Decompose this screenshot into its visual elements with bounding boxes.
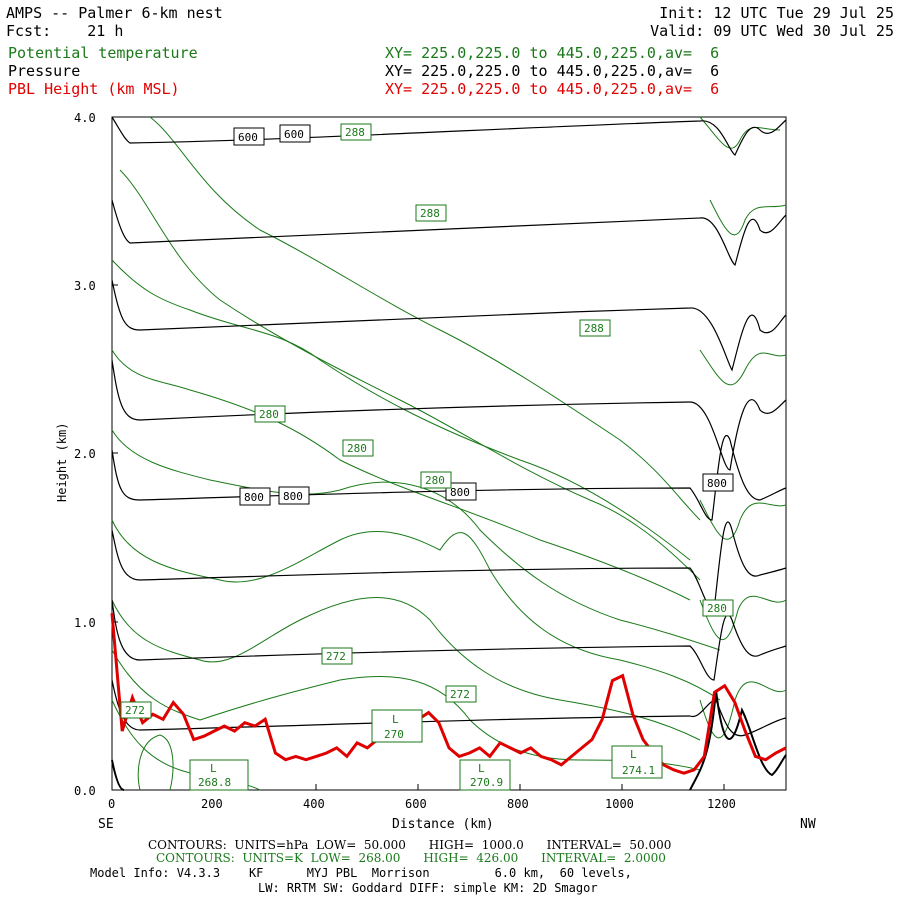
y-tick-label: 3.0	[74, 279, 96, 293]
low-center-value: 268.8	[198, 776, 231, 789]
x-axis-label: Distance (km)	[392, 817, 494, 832]
valid-time: Valid: 09 UTC Wed 30 Jul 25	[650, 22, 894, 40]
contour-label-280: 280	[425, 474, 445, 487]
contour-label-272: 272	[326, 650, 346, 663]
pbl-height-line	[110, 613, 787, 775]
contour-label-280: 280	[707, 602, 727, 615]
x-tick-label: 0	[108, 797, 115, 811]
x-tick-label: 200	[201, 797, 223, 811]
contour-label-800: 800	[707, 477, 727, 490]
y-tick-label: 0.0	[74, 784, 96, 798]
x-tick-label: 1000	[605, 797, 634, 811]
legend-pressure-name: Pressure	[8, 62, 81, 80]
x-tick-label: 1200	[707, 797, 736, 811]
low-center-label: L	[392, 713, 399, 726]
theta-contour-info: CONTOURS: UNITS=K LOW= 268.00 HIGH= 426.…	[156, 851, 666, 865]
y-tick-label: 1.0	[74, 616, 96, 630]
pressure-contours	[111, 116, 787, 791]
pressure-labels: 600 600 800 800 800 800	[233, 124, 734, 506]
legend-theta-xy: XY= 225.0,225.0 to 445.0,225.0,av= 6	[385, 44, 720, 62]
low-center-label: L	[478, 762, 485, 775]
low-center-value: 270	[384, 728, 404, 741]
legend-pbl-xy: XY= 225.0,225.0 to 445.0,225.0,av= 6	[385, 80, 720, 98]
se-end-label: SE	[98, 817, 114, 832]
contour-label-288: 288	[420, 207, 440, 220]
contour-label-272: 272	[125, 704, 145, 717]
legend-pressure-xy: XY= 225.0,225.0 to 445.0,225.0,av= 6	[385, 62, 720, 80]
x-tick-label: 400	[303, 797, 325, 811]
y-tick-label: 4.0	[74, 111, 96, 125]
contour-label-600: 600	[238, 131, 258, 144]
contour-label-272: 272	[450, 688, 470, 701]
contour-label-800: 800	[450, 486, 470, 499]
low-center-label: L	[630, 748, 637, 761]
model-info: Model Info: V4.3.3 KF MYJ PBL Morrison 6…	[90, 866, 632, 880]
contour-label-800: 800	[283, 490, 303, 503]
chart-title: AMPS -- Palmer 6-km nest	[6, 4, 223, 22]
pressure-contour-info: CONTOURS: UNITS=hPa LOW= 50.000 HIGH= 10…	[148, 838, 672, 852]
low-center-label: L	[210, 762, 217, 775]
forecast-hour: Fcst: 21 h	[6, 22, 124, 40]
x-tick-label: 600	[405, 797, 427, 811]
contour-label-288: 288	[584, 322, 604, 335]
contour-label-280: 280	[259, 408, 279, 421]
theta-contours	[111, 116, 787, 791]
legend-theta-name: Potential temperature	[8, 44, 198, 62]
x-tick-label: 800	[507, 797, 529, 811]
theta-labels: 288 288 288 280 280 280 280 272 272 272 …	[120, 123, 734, 791]
contour-label-288: 288	[345, 126, 365, 139]
nw-end-label: NW	[800, 817, 816, 832]
low-center-value: 274.1	[622, 764, 655, 777]
y-tick-label: 2.0	[74, 447, 96, 461]
x-axis	[111, 784, 725, 790]
init-time: Init: 12 UTC Tue 29 Jul 25	[659, 4, 894, 22]
legend-pbl-name: PBL Height (km MSL)	[8, 80, 180, 98]
contour-label-800: 800	[244, 491, 264, 504]
contour-label-600: 600	[284, 128, 304, 141]
low-center-value: 270.9	[470, 776, 503, 789]
physics-info: LW: RRTM SW: Goddard DIFF: simple KM: 2D…	[258, 881, 598, 895]
y-axis-label: Height (km)	[55, 423, 69, 502]
contour-label-280: 280	[347, 442, 367, 455]
